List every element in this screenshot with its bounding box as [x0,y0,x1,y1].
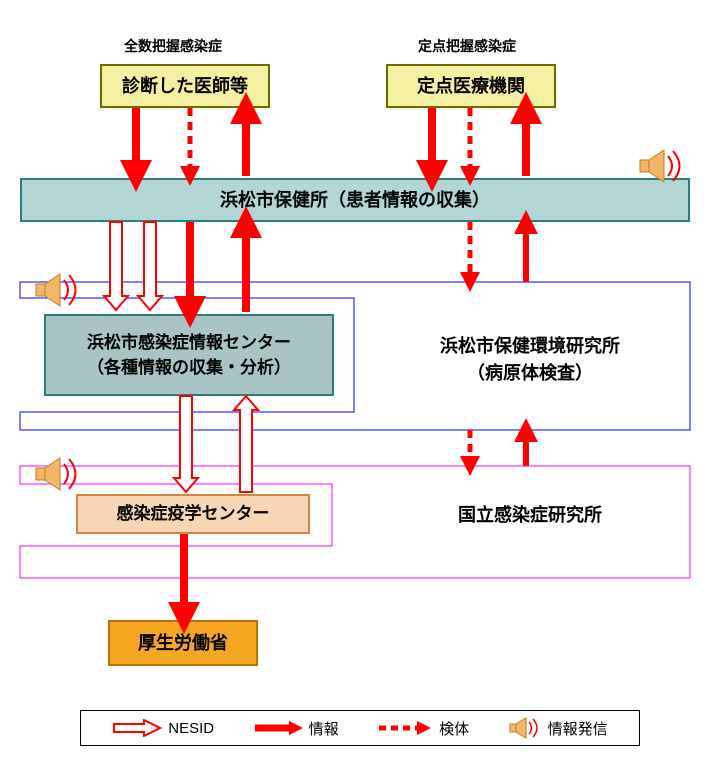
box-doctor: 診断した医師等 [100,64,270,108]
legend-info-label: 情報 [309,718,339,739]
legend-nesid-label: NESID [168,720,214,737]
legend-specimen-label: 検体 [439,718,469,739]
legend-speaker-icon [508,714,542,742]
legend-nesid-arrow [112,719,162,737]
niid-label: 国立感染症研究所 [420,500,640,530]
legend: NESID 情報 検体 [80,710,640,746]
title-left: 全数把握感染症 [124,36,222,56]
box-health-office: 浜松市保健所（患者情報の収集） [20,178,690,222]
env-lab-label: 浜松市保健環境研究所 （病原体検査） [400,335,660,385]
legend-broadcast-label: 情報発信 [548,718,608,739]
box-sentinel: 定点医療機関 [386,64,556,108]
legend-info-arrow [253,719,303,737]
box-info-center: 浜松市感染症情報センター （各種情報の収集・分析） [44,314,334,396]
box-mhlw: 厚生労働省 [108,620,258,666]
diagram-stage: 全数把握感染症 定点把握感染症 診断した医師等 定点医療機関 浜松市保健所（患者… [0,0,710,758]
box-epi-center: 感染症疫学センター [76,494,310,534]
legend-specimen-arrow [377,719,433,737]
title-right: 定点把握感染症 [418,36,516,56]
